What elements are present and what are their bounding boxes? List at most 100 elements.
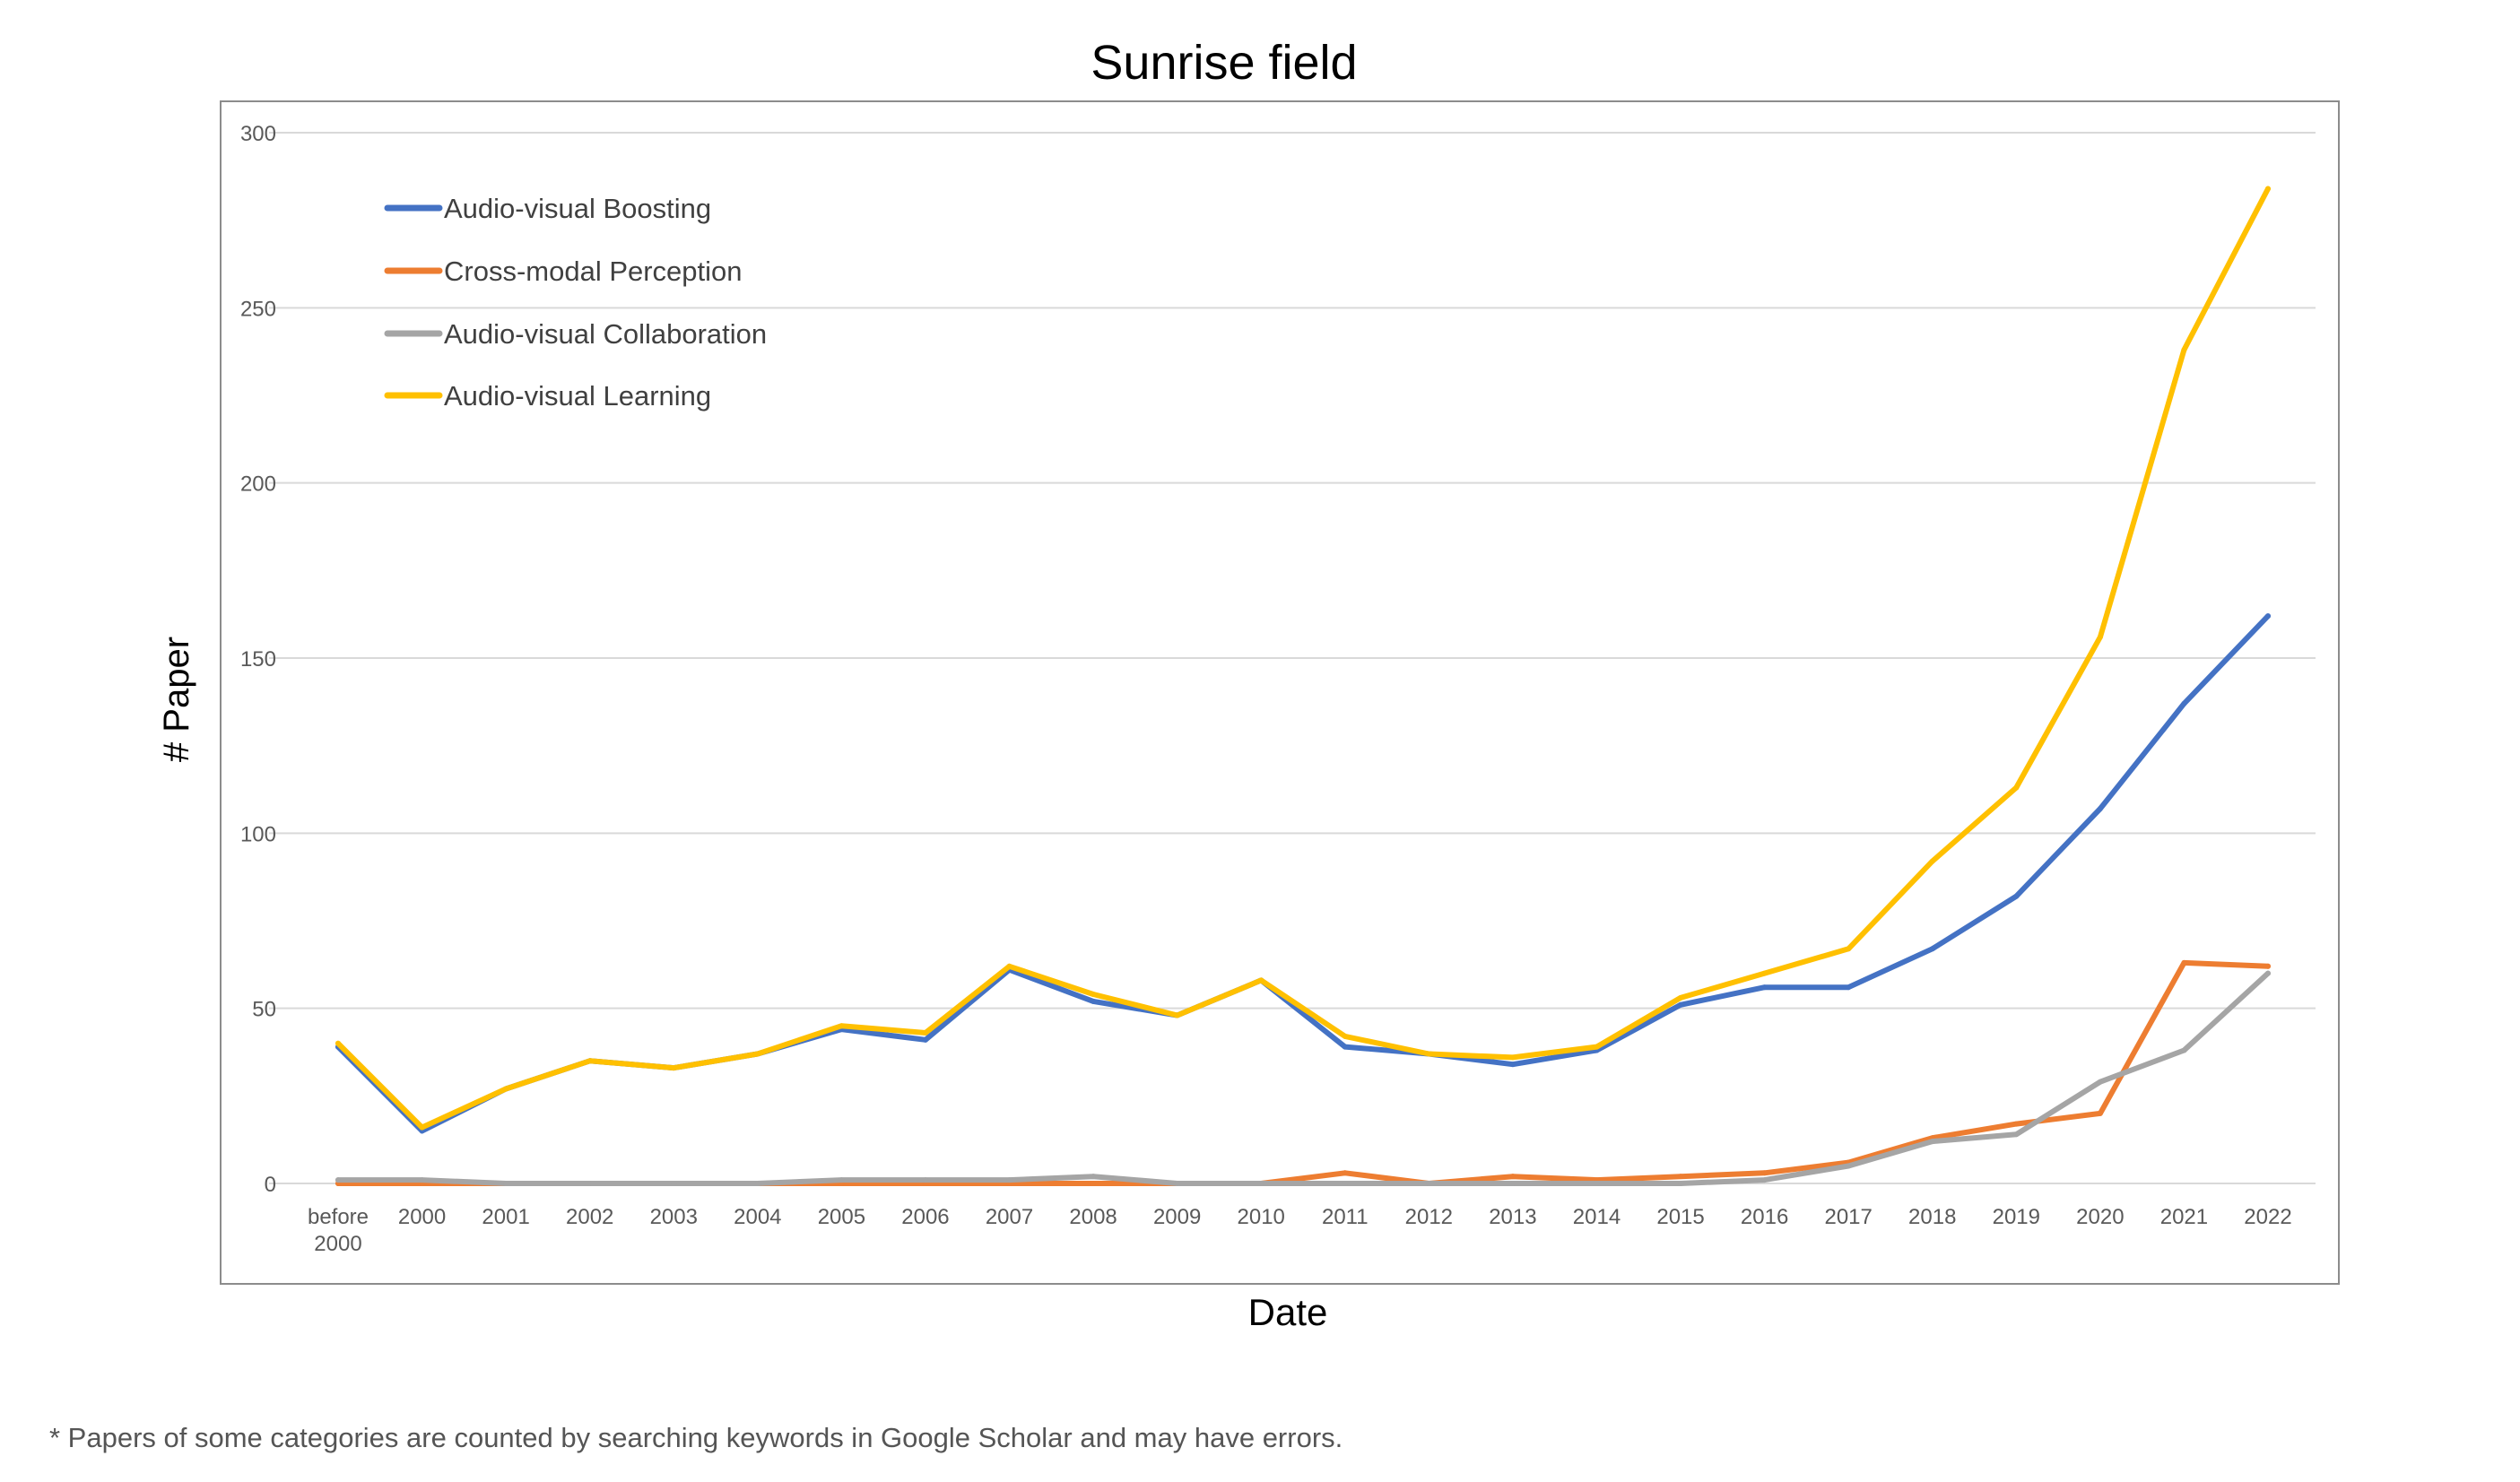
data-point (1761, 970, 1768, 976)
data-point (922, 1177, 928, 1183)
data-point (1426, 1181, 1432, 1186)
data-point (1174, 1181, 1180, 1186)
x-tick-label: 2004 (734, 1205, 781, 1229)
legend-label: Cross-modal Perception (444, 256, 743, 287)
x-tick-label: 2017 (1824, 1205, 1872, 1229)
y-tick-label: 200 (240, 472, 276, 497)
data-point (1258, 1181, 1264, 1186)
data-point (2013, 893, 2020, 899)
y-tick-label: 150 (240, 647, 276, 672)
data-point (2097, 1110, 2103, 1116)
x-tick-label: 2009 (1153, 1205, 1201, 1229)
data-point (1846, 946, 1852, 952)
data-point (1846, 1163, 1852, 1169)
data-point (2181, 1047, 2187, 1053)
data-point (503, 1086, 509, 1092)
x-tick-label: 2012 (1405, 1205, 1453, 1229)
legend-item-audio-visual-learning: Audio-visual Learning (384, 380, 711, 412)
data-point (922, 1036, 928, 1043)
data-point (1678, 1001, 1684, 1008)
legend-item-audio-visual-boosting: Audio-visual Boosting (384, 193, 711, 224)
data-point (1509, 1181, 1516, 1186)
data-point (1426, 1051, 1432, 1057)
data-point (1929, 858, 1935, 864)
x-tick-label: 2015 (1656, 1205, 1704, 1229)
data-point (1091, 998, 1097, 1004)
legend: Audio-visual Boosting Cross-modal Percept… (384, 193, 767, 412)
y-tick-label: 50 (252, 998, 276, 1022)
x-tick-label: 2005 (818, 1205, 865, 1229)
data-point (1761, 984, 1768, 991)
data-point (2097, 1079, 2103, 1085)
series-points-cross-modal-perception (335, 959, 2271, 1186)
x-tick-label: 2020 (2076, 1205, 2124, 1229)
data-point (1929, 1139, 1935, 1145)
data-point (2097, 805, 2103, 811)
data-point (1846, 984, 1852, 991)
y-tick-label: 0 (265, 1173, 276, 1197)
data-point (1342, 1170, 1348, 1176)
x-tick-label: 2002 (566, 1205, 613, 1229)
x-tick-label: 2011 (1322, 1205, 1369, 1229)
data-point (587, 1058, 593, 1064)
data-point (587, 1181, 593, 1186)
legend-item-audio-visual-collaboration: Audio-visual Collaboration (384, 318, 767, 350)
series-points-audio-visual-boosting (335, 613, 2271, 1134)
x-tick-label: 2022 (2244, 1205, 2291, 1229)
data-point (2097, 634, 2103, 640)
data-point (2265, 613, 2271, 620)
data-point (335, 1177, 341, 1183)
data-point (1594, 1181, 1600, 1186)
data-point (1761, 1170, 1768, 1176)
legend-item-cross-modal-perception: Cross-modal Perception (384, 256, 743, 287)
series-points-audio-visual-learning (335, 186, 2271, 1131)
data-point (2181, 700, 2187, 706)
data-point (1678, 994, 1684, 1001)
data-point (754, 1181, 760, 1186)
x-tick-label: 2006 (901, 1205, 949, 1229)
chart-title: Sunrise field (1091, 36, 1357, 90)
data-point (1091, 1174, 1097, 1180)
data-point (922, 1030, 928, 1036)
data-point (503, 1181, 509, 1186)
x-tick-label: 2021 (2160, 1205, 2208, 1229)
data-point (335, 1040, 341, 1046)
data-point (671, 1065, 677, 1071)
data-point (2013, 1121, 2020, 1127)
data-point (1509, 1062, 1516, 1068)
x-tick-label: 2013 (1489, 1205, 1536, 1229)
series-line-cross-modal-perception (335, 959, 2271, 1186)
data-point (2265, 970, 2271, 976)
data-point (1678, 1181, 1684, 1186)
data-point (1006, 1177, 1012, 1183)
data-point (419, 1177, 425, 1183)
y-axis-label: # Paper (157, 637, 196, 762)
x-tick-label: 2003 (650, 1205, 698, 1229)
data-point (1761, 1177, 1768, 1183)
y-tick-label: 100 (240, 822, 276, 846)
data-point (1091, 992, 1097, 998)
y-tick-label: 250 (240, 297, 276, 321)
x-tick-label: 2001 (482, 1205, 529, 1229)
x-tick-label: 2016 (1741, 1205, 1788, 1229)
y-tick-label: 300 (240, 122, 276, 146)
data-point (2265, 186, 2271, 192)
y-axis-tick-labels: 0 50 100 150 200 250 300 (240, 122, 276, 1197)
data-point (2013, 1131, 2020, 1138)
legend-label: Audio-visual Collaboration (444, 318, 767, 350)
data-point (754, 1051, 760, 1057)
data-point (1509, 1174, 1516, 1180)
x-tick-label: 2007 (986, 1205, 1033, 1229)
data-point (1342, 1044, 1348, 1050)
data-point (839, 1023, 845, 1029)
data-point (839, 1177, 845, 1183)
series-points-audio-visual-collaboration (335, 970, 2271, 1186)
x-tick-label: 2018 (1908, 1205, 1956, 1229)
data-point (1258, 977, 1264, 984)
data-point (2265, 963, 2271, 969)
series-line-audio-visual-boosting (335, 613, 2271, 1134)
x-axis-tick-labels: before 2000 2000 2001 2002 2003 2004 2005 2006 20… (308, 1205, 2292, 1256)
x-tick-label: 2014 (1573, 1205, 1621, 1229)
data-point (1509, 1054, 1516, 1061)
x-tick-label: before 2000 (308, 1205, 369, 1256)
